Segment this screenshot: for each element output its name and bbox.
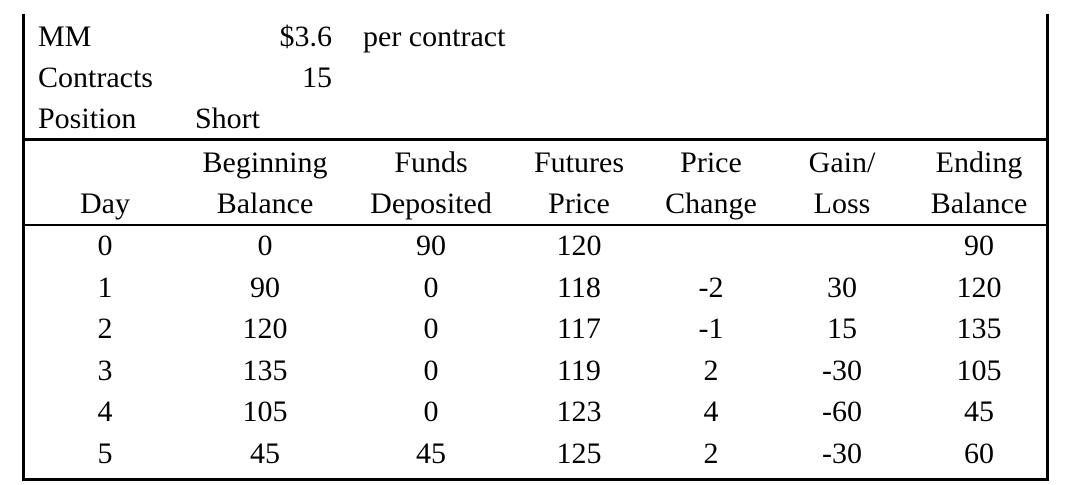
table-cell-price-change: 4: [703, 395, 719, 428]
column-header-gain-loss-line1: Gain/: [808, 146, 876, 179]
table-cell-ending-balance: 45: [964, 395, 994, 428]
mm-label: MM: [38, 20, 92, 53]
table-cell-futures-price: 118: [557, 271, 601, 304]
table-cell-funds-deposited: 45: [416, 437, 446, 470]
table-cell-beginning-balance: 105: [242, 395, 288, 428]
table-cell-funds-deposited: 0: [423, 271, 439, 304]
contracts-label: Contracts: [38, 61, 153, 94]
table-cell-price-change: -2: [698, 271, 724, 304]
position-value: Short: [195, 102, 261, 135]
table-cell-funds-deposited: 0: [423, 395, 439, 428]
table-left-border: [22, 14, 25, 481]
column-header-funds-deposited-line2: Deposited: [370, 187, 492, 220]
contracts-value: 15: [302, 61, 332, 94]
table-cell-price-change: -1: [698, 312, 724, 345]
table-cell-day: 1: [97, 271, 113, 304]
table-cell-price-change: 2: [703, 354, 719, 387]
mm-unit: per contract: [363, 20, 506, 53]
table-cell-beginning-balance: 120: [242, 312, 288, 345]
header-separator-line: [22, 138, 1049, 141]
column-header-ending-balance-line2: Balance: [930, 187, 1028, 220]
table-cell-funds-deposited: 0: [423, 312, 439, 345]
column-header-ending-balance-line1: Ending: [935, 146, 1023, 179]
table-cell-beginning-balance: 0: [257, 229, 273, 262]
table-right-border: [1046, 14, 1049, 481]
table-cell-futures-price: 120: [556, 229, 602, 262]
column-header-gain-loss-line2: Loss: [813, 187, 871, 220]
position-label: Position: [38, 102, 137, 135]
table-cell-gain-loss: -30: [822, 437, 862, 470]
table-cell-funds-deposited: 0: [423, 354, 439, 387]
table-cell-beginning-balance: 135: [242, 354, 288, 387]
table-cell-ending-balance: 90: [964, 229, 994, 262]
mm-value: $3.6: [279, 20, 333, 53]
column-header-price-change-line1: Price: [680, 146, 742, 179]
table-cell-funds-deposited: 90: [416, 229, 446, 262]
table-cell-day: 4: [97, 395, 113, 428]
table-cell-futures-price: 119: [557, 354, 601, 387]
table-cell-ending-balance: 60: [964, 437, 994, 470]
table-cell-gain-loss: 15: [827, 312, 857, 345]
column-header-funds-deposited-line1: Funds: [394, 146, 468, 179]
table-cell-futures-price: 123: [556, 395, 602, 428]
table-cell-ending-balance: 135: [956, 312, 1002, 345]
table-cell-day: 3: [97, 354, 113, 387]
table-cell-beginning-balance: 45: [250, 437, 280, 470]
column-header-underline: [22, 224, 1049, 226]
table-cell-ending-balance: 120: [956, 271, 1002, 304]
column-header-futures-price-line1: Futures: [534, 146, 624, 179]
table-cell-futures-price: 117: [557, 312, 601, 345]
column-header-beginning-balance-line1: Beginning: [202, 146, 328, 179]
column-header-beginning-balance-line2: Balance: [216, 187, 314, 220]
table-cell-gain-loss: 30: [827, 271, 857, 304]
table-bottom-border: [22, 478, 1049, 481]
column-header-price-change-line2: Change: [665, 187, 757, 220]
table-cell-gain-loss: -30: [822, 354, 862, 387]
column-header-futures-price-line2: Price: [548, 187, 610, 220]
table-cell-beginning-balance: 90: [250, 271, 280, 304]
table-cell-day: 2: [97, 312, 113, 345]
table-cell-price-change: 2: [703, 437, 719, 470]
table-cell-futures-price: 125: [556, 437, 602, 470]
table-cell-gain-loss: -60: [822, 395, 862, 428]
table-cell-ending-balance: 105: [956, 354, 1002, 387]
table-cell-day: 5: [97, 437, 113, 470]
column-header-day-line2: Day: [80, 187, 130, 220]
table-cell-day: 0: [97, 229, 113, 262]
